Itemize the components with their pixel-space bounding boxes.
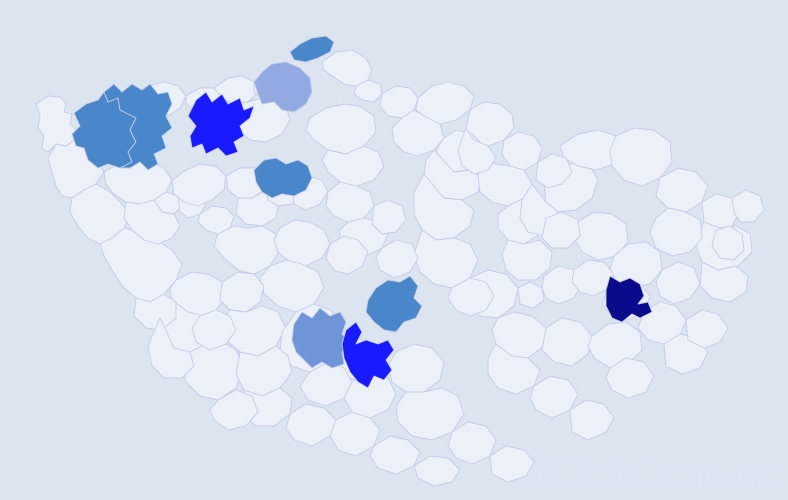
district-filler-central-17[interactable]: [605, 357, 655, 399]
district-vyskov[interactable]: [541, 265, 583, 305]
district-pisek[interactable]: [219, 271, 265, 313]
district-filler-central-2[interactable]: [375, 239, 419, 279]
district-filler-central-1[interactable]: [371, 199, 407, 235]
district-filler-central-22[interactable]: [711, 225, 745, 261]
district-benesov[interactable]: [273, 219, 331, 267]
district-novy-jicin[interactable]: [649, 207, 703, 257]
district-kolin[interactable]: [325, 181, 375, 223]
district-trebic[interactable]: [387, 343, 445, 393]
district-tr-budejovice-south[interactable]: [235, 345, 293, 397]
district-jablonec[interactable]: [353, 79, 383, 103]
district-filler-central-24[interactable]: [209, 389, 259, 431]
district-brno-mesto[interactable]: [517, 281, 545, 309]
district-filler-central-26[interactable]: [147, 317, 195, 379]
district-filler-central-28[interactable]: [535, 153, 573, 189]
district-ceska-lipa-highlight[interactable]: [253, 61, 313, 113]
district-filler-central-16[interactable]: [569, 399, 615, 441]
base-districts-layer: [35, 49, 765, 487]
district-hodonin[interactable]: [541, 317, 593, 367]
highlighted-districts-layer: [71, 35, 653, 389]
district-filler-central-20[interactable]: [699, 261, 749, 303]
district-karvina[interactable]: [731, 189, 765, 223]
watermark-kdejsme: © KdeJsme.cz: [531, 453, 774, 494]
district-melnik-highlight[interactable]: [253, 157, 313, 199]
district-havlickuv-brod-highlight[interactable]: [365, 275, 423, 333]
district-filler-central-8[interactable]: [285, 403, 337, 447]
district-filler-central-10[interactable]: [369, 435, 421, 475]
district-filler-central-21[interactable]: [655, 261, 701, 305]
district-uherske-hradiste[interactable]: [587, 321, 643, 369]
district-vsetin-highlight[interactable]: [605, 275, 653, 323]
district-praha-zapad[interactable]: [235, 189, 279, 227]
district-rychnov[interactable]: [501, 131, 543, 171]
district-filler-central-23[interactable]: [191, 309, 237, 351]
district-louny-highlight[interactable]: [187, 91, 255, 157]
district-filler-central-25[interactable]: [133, 293, 177, 331]
district-mlada-boleslav[interactable]: [305, 103, 377, 155]
district-filler-central-12[interactable]: [447, 421, 497, 465]
district-rakovnik[interactable]: [171, 163, 227, 207]
district-jihlava-highlight[interactable]: [341, 321, 395, 389]
district-pribram[interactable]: [213, 225, 281, 275]
district-filler-central-11[interactable]: [413, 455, 461, 487]
district-opava[interactable]: [655, 167, 709, 213]
district-filler-central-3[interactable]: [325, 235, 369, 275]
district-prerov[interactable]: [609, 241, 663, 289]
district-plzen-jih[interactable]: [123, 199, 181, 245]
district-nymburk[interactable]: [321, 145, 385, 187]
district-blansko[interactable]: [501, 239, 553, 281]
district-zdar-north[interactable]: [447, 277, 495, 317]
district-filler-central-30[interactable]: [541, 211, 581, 249]
district-filler-central-19[interactable]: [685, 309, 729, 349]
district-filler-central-27[interactable]: [457, 127, 497, 175]
district-breclav[interactable]: [491, 311, 547, 359]
district-karlovy-vary-highlight[interactable]: [103, 83, 173, 171]
district-liberec[interactable]: [321, 49, 373, 87]
district-filler-central-14[interactable]: [487, 343, 541, 395]
district-decin-highlight[interactable]: [289, 35, 335, 63]
district-filler-central-13[interactable]: [489, 445, 535, 483]
